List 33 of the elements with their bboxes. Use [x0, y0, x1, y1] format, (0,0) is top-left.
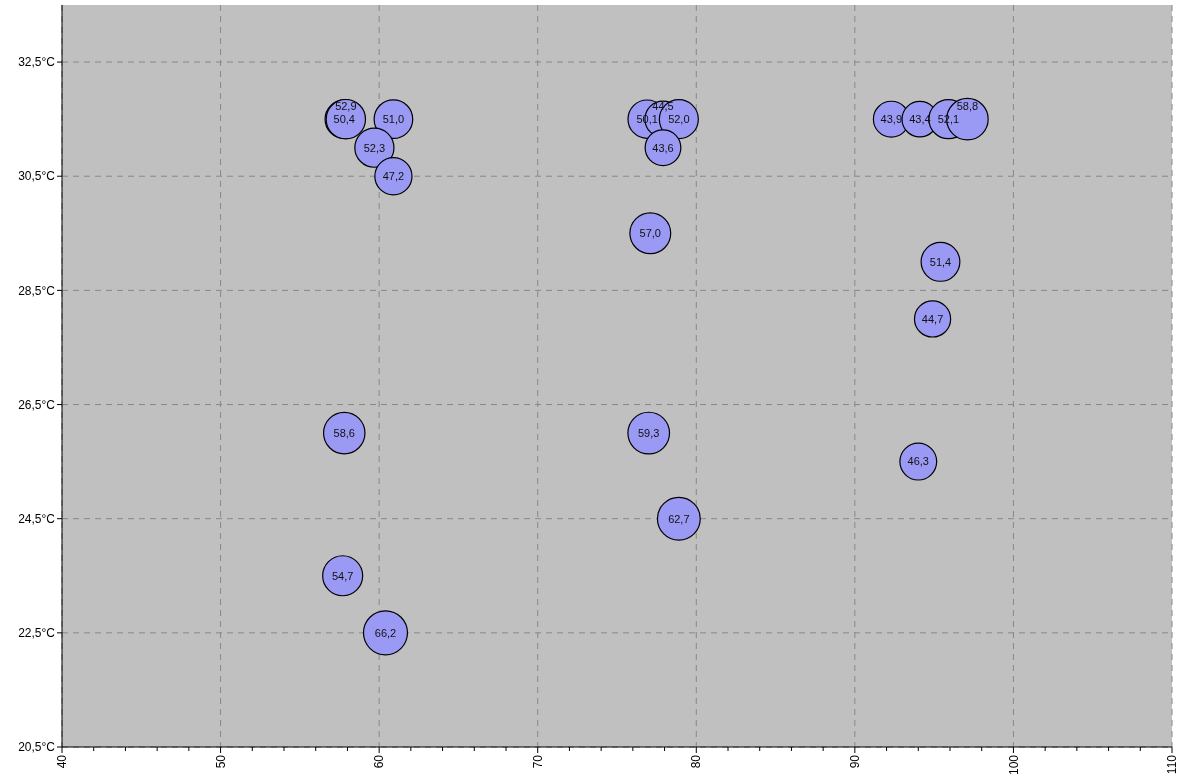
data-label: 43,9	[880, 113, 903, 125]
x-tick-label: 60	[372, 754, 387, 769]
y-tick-label: 24,5°C	[18, 511, 56, 526]
y-tick-label: 30,5°C	[18, 169, 56, 184]
data-label: 50,4	[333, 113, 355, 125]
data-label: 52,9	[335, 100, 357, 112]
data-label: 58,8	[956, 100, 979, 112]
data-label: 66,2	[374, 626, 397, 639]
y-tick-label: 32,5°C	[18, 55, 56, 70]
data-label: 62,7	[668, 512, 690, 525]
data-label: 47,2	[382, 170, 405, 183]
data-label: 59,3	[638, 426, 660, 439]
y-tick-label: 20,5°C	[18, 740, 56, 755]
x-tick-label: 50	[213, 754, 228, 769]
y-tick-label: 26,5°C	[18, 397, 56, 412]
data-label: 44,7	[921, 312, 944, 325]
x-tick-label: 40	[55, 754, 70, 769]
x-tick-label: 100	[1006, 754, 1021, 776]
x-tick-label: 90	[848, 754, 863, 769]
x-tick-label: 70	[530, 754, 545, 769]
data-label: 57,0	[639, 227, 662, 240]
x-tick-label: 80	[689, 754, 704, 769]
y-tick-label: 28,5°C	[18, 283, 56, 298]
x-tick-label: 110	[1165, 754, 1179, 775]
data-label: 58,6	[333, 426, 355, 439]
data-label: 46,3	[907, 455, 929, 468]
data-label: 52,0	[668, 113, 690, 125]
data-label: 52,3	[363, 141, 386, 154]
data-label: 51,4	[929, 255, 952, 268]
data-label: 43,6	[652, 141, 674, 154]
data-label: 54,7	[331, 569, 354, 582]
data-label: 51,0	[382, 113, 405, 125]
y-tick-label: 22,5°C	[18, 626, 56, 641]
